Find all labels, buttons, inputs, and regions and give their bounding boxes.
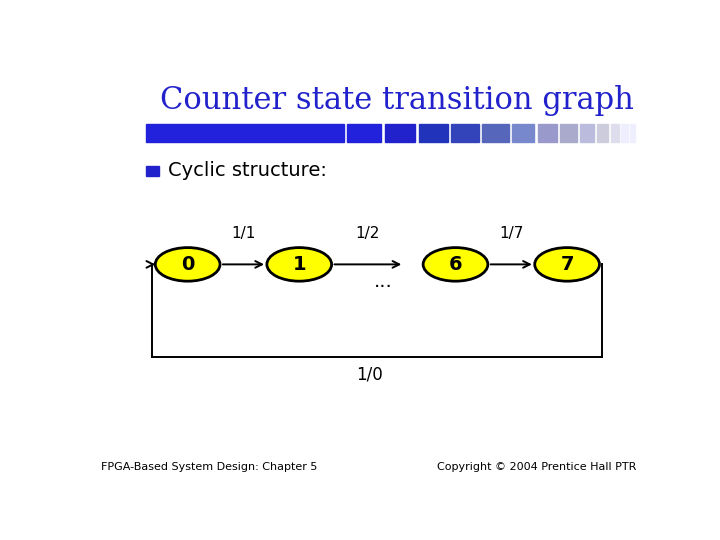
Bar — [384, 124, 415, 141]
Text: 1/7: 1/7 — [499, 226, 523, 241]
Text: ...: ... — [374, 272, 392, 291]
Bar — [512, 124, 534, 141]
Bar — [611, 124, 619, 141]
Text: FPGA-Based System Design: Chapter 5: FPGA-Based System Design: Chapter 5 — [101, 462, 318, 472]
Bar — [418, 124, 448, 141]
Bar — [629, 124, 634, 141]
Ellipse shape — [267, 248, 332, 281]
Text: 1/2: 1/2 — [356, 226, 380, 241]
Text: 7: 7 — [560, 255, 574, 274]
Bar — [145, 166, 159, 176]
Bar — [621, 124, 628, 141]
Text: 1/0: 1/0 — [356, 366, 382, 383]
Text: 0: 0 — [181, 255, 194, 274]
Bar — [597, 124, 608, 141]
Text: 1/1: 1/1 — [231, 226, 256, 241]
Ellipse shape — [156, 248, 220, 281]
Bar — [538, 124, 557, 141]
Ellipse shape — [423, 248, 488, 281]
Text: Cyclic structure:: Cyclic structure: — [168, 161, 326, 180]
Ellipse shape — [535, 248, 600, 281]
Bar — [145, 124, 344, 141]
Bar — [451, 124, 479, 141]
Text: 6: 6 — [449, 255, 462, 274]
Bar — [560, 124, 577, 141]
Bar — [347, 124, 382, 141]
Text: Copyright © 2004 Prentice Hall PTR: Copyright © 2004 Prentice Hall PTR — [438, 462, 637, 472]
Text: 1: 1 — [292, 255, 306, 274]
Bar — [482, 124, 508, 141]
Text: Counter state transition graph: Counter state transition graph — [160, 85, 634, 116]
Bar — [580, 124, 595, 141]
